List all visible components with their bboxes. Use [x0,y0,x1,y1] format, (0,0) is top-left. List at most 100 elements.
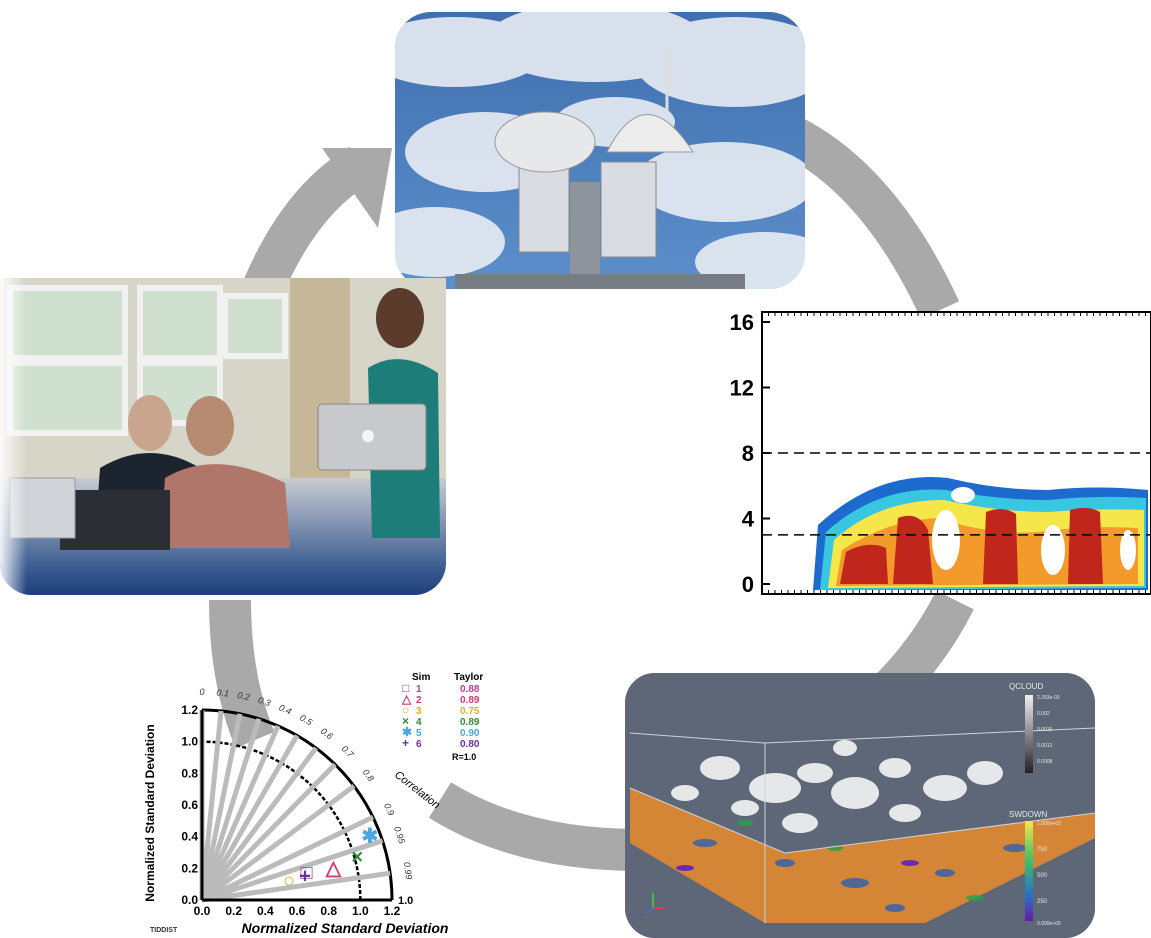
taylor-x-tick-label: 0.8 [320,904,337,918]
taylor-x-tick-label: 0.4 [257,904,274,918]
colorbar-swdown-tick: 750 [1037,847,1048,853]
taylor-corr-tick-label: 0.1 [216,687,229,698]
profile-y-tick-label: 16 [730,310,754,335]
legend-sim: 1 [416,684,422,695]
legend-marker: + [402,736,409,750]
legend-marker: ○ [402,703,409,717]
taylor-corr-tick-label: 0.5 [298,712,315,727]
taylor-y-tick-label: 0.6 [181,798,198,812]
legend-marker: × [402,714,409,728]
profile-dashed-levels [762,452,1151,536]
radar-echo-field [813,476,1148,590]
taylor-ref-label: 1.0 [398,895,413,907]
legend-sim: 2 [416,695,422,706]
colorbar-qcloud-tick: 2.393e-03 [1037,695,1060,701]
taylor-correlation-ray [200,814,375,903]
colorbar-qcloud [1025,695,1033,773]
radar-photo [395,12,805,289]
surface-plane [630,788,1095,923]
taylor-x-tick-label: 0.6 [289,904,306,918]
taylor-correlation-ray [199,713,243,901]
taylor-correlation-ray [199,724,281,902]
taylor-corr-tick-label: 0.8 [361,767,377,783]
axis-triad-icon [644,893,665,914]
taylor-correlation-ray [201,838,384,903]
model-3d-render: QCLOUD 2.393e-03 0.002 0.0016 0.0012 0.0… [625,673,1095,938]
taylor-arc-label: Correlation [392,769,442,812]
taylor-corr-tick-label: 0.4 [277,702,292,716]
workshop-photo [0,278,446,595]
legend-marker: □ [402,681,409,695]
colorbar-swdown-label: SWDOWN [1009,810,1047,819]
colorbar-swdown [1025,821,1033,921]
colorbar-qcloud-label: QCLOUD [1009,682,1043,691]
legend-footer: R=1.0 [452,752,476,762]
taylor-y-tick-label: 0.8 [181,766,198,780]
taylor-corr-tick-label: 0.3 [257,695,272,708]
taylor-ticks: 0.0 0.2 0.4 0.6 0.8 1.0 1.20.00.20.40.60.81.01… [181,703,413,918]
taylor-corr-tick-label: 0.2 [236,690,250,702]
taylor-point: □ [300,862,312,884]
taylor-x-tick-label: 1.0 [352,904,369,918]
profile-y-ticks: 16 12 8 4 0 [730,310,770,597]
taylor-correlation-ray [201,870,391,903]
profile-y-tick-label: 12 [730,376,754,401]
taylor-x-tick-label: 0.2 [225,904,242,918]
legend-header-sim: Sim [412,672,430,683]
legend-marker: △ [401,692,412,706]
legend-marker: ✱ [402,725,412,739]
profile-y-tick-label: 0 [742,572,754,597]
taylor-point: ✱ [361,826,378,848]
taylor-x-tick-label: 1.2 [384,904,401,918]
taylor-diagram: 0 0.1 0.2 0.3 0.4 0.5 0.6 0.7 0.8 0.9 0.95 0.99 0.0… [140,668,510,938]
taylor-corr-tick-label: 0.99 [402,861,414,880]
colorbar-qcloud-tick: 0.002 [1037,711,1050,717]
profile-minor-ticks [761,312,1146,594]
taylor-correlation-ray [200,784,356,902]
legend-score: 0.80 [460,739,480,750]
legend-score: 0.90 [460,728,480,739]
taylor-point: + [299,865,311,887]
taylor-corr-tick-label: 0.6 [319,726,335,742]
arrow-arc-top-right [780,116,960,319]
taylor-y-tick-label: 1.0 [181,735,198,749]
legend-header-score: Taylor [454,672,483,683]
profile-y-tick-label: 8 [742,441,754,466]
colorbar-swdown-tick: 0.000e+00 [1037,921,1061,927]
profile-chart: 16 12 8 4 0 [718,300,1151,600]
taylor-correlation-ray [199,718,262,901]
taylor-x-tick-label: 0.0 [194,904,211,918]
colorbar-swdown-tick: 500 [1037,873,1048,879]
taylor-legend: Sim Taylor □ 1 0.88 △ 2 0.89 ○ 3 0.75 × 4 0.89 ✱ 5 0.90 +… [401,672,483,762]
taylor-point: ○ [283,870,295,892]
colorbar-qcloud-tick: 0.0008 [1037,759,1053,765]
taylor-correlation-ray [199,710,224,901]
legend-score: 0.89 [460,717,480,728]
colorbar-swdown-tick: 1.000e+03 [1037,821,1061,827]
taylor-y-tick-label: 0.4 [181,830,198,844]
taylor-corr-tick-label: 0.95 [392,825,407,846]
arrow-arc-top-left [242,146,372,299]
legend-score: 0.75 [460,706,480,717]
legend-sim: 6 [416,739,422,750]
arrow-arc-left [209,599,275,749]
taylor-corr-tick-label: 0.7 [340,744,357,761]
taylor-corner-label: TIDDIST [150,927,178,934]
taylor-y-tick-label: 0.0 [181,893,198,907]
legend-sim: 3 [416,706,422,717]
arrow-arc-bottom [428,782,641,871]
taylor-point: × [351,846,363,868]
profile-y-tick-label: 4 [742,507,755,532]
legend-sim: 4 [416,717,422,728]
colorbar-qcloud-tick: 0.0012 [1037,743,1053,749]
taylor-points: □ △ ○ ×✱ + [283,826,378,892]
taylor-corr-tick-label: 0 [199,687,204,697]
legend-score: 0.89 [460,695,480,706]
taylor-y-label: Normalized Standard Deviation [143,724,157,901]
colorbar-qcloud-tick: 0.0016 [1037,727,1053,733]
taylor-point: △ [325,857,342,879]
legend-score: 0.88 [460,684,480,695]
taylor-y-tick-label: 1.2 [181,703,198,717]
taylor-correlation-ray [200,746,318,902]
